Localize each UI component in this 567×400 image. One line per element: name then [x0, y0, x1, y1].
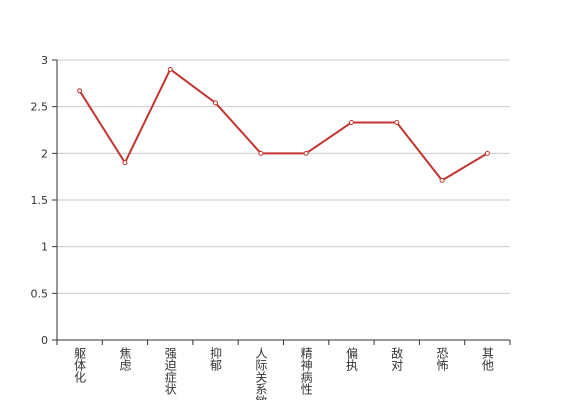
x-tick-label: 躯体化 — [73, 346, 87, 384]
x-tick-label: 人际关系敏感 — [254, 347, 268, 400]
y-tick-label: 0 — [41, 334, 48, 347]
x-tick-label: 偏执 — [344, 346, 358, 372]
point — [122, 160, 128, 166]
point — [213, 100, 219, 106]
y-tick-label: 2 — [41, 147, 48, 160]
point — [167, 66, 173, 72]
point — [439, 177, 445, 183]
x-tick-label: 抑郁 — [209, 346, 223, 372]
x-tick-label: 恐怖 — [435, 347, 449, 371]
point — [394, 120, 400, 126]
y-tick-label: 1 — [41, 241, 48, 254]
line — [78, 67, 488, 182]
point — [77, 88, 83, 94]
y-tick-label: 0.5 — [31, 287, 49, 300]
x-tick-label: 敌对 — [390, 346, 404, 371]
point — [348, 120, 354, 126]
x-tick-label: 精神病性 — [299, 347, 313, 396]
point — [484, 150, 490, 156]
point — [303, 150, 309, 156]
x-tick-label: 其他 — [480, 347, 494, 371]
y-tick-label: 1.5 — [31, 194, 49, 207]
y-tick-label: 2.5 — [31, 101, 49, 114]
point — [258, 150, 264, 156]
x-tick-label: 焦虑 — [118, 347, 132, 371]
x-tick-label: 强迫症状 — [163, 347, 177, 395]
y-tick-label: 3 — [41, 54, 48, 67]
